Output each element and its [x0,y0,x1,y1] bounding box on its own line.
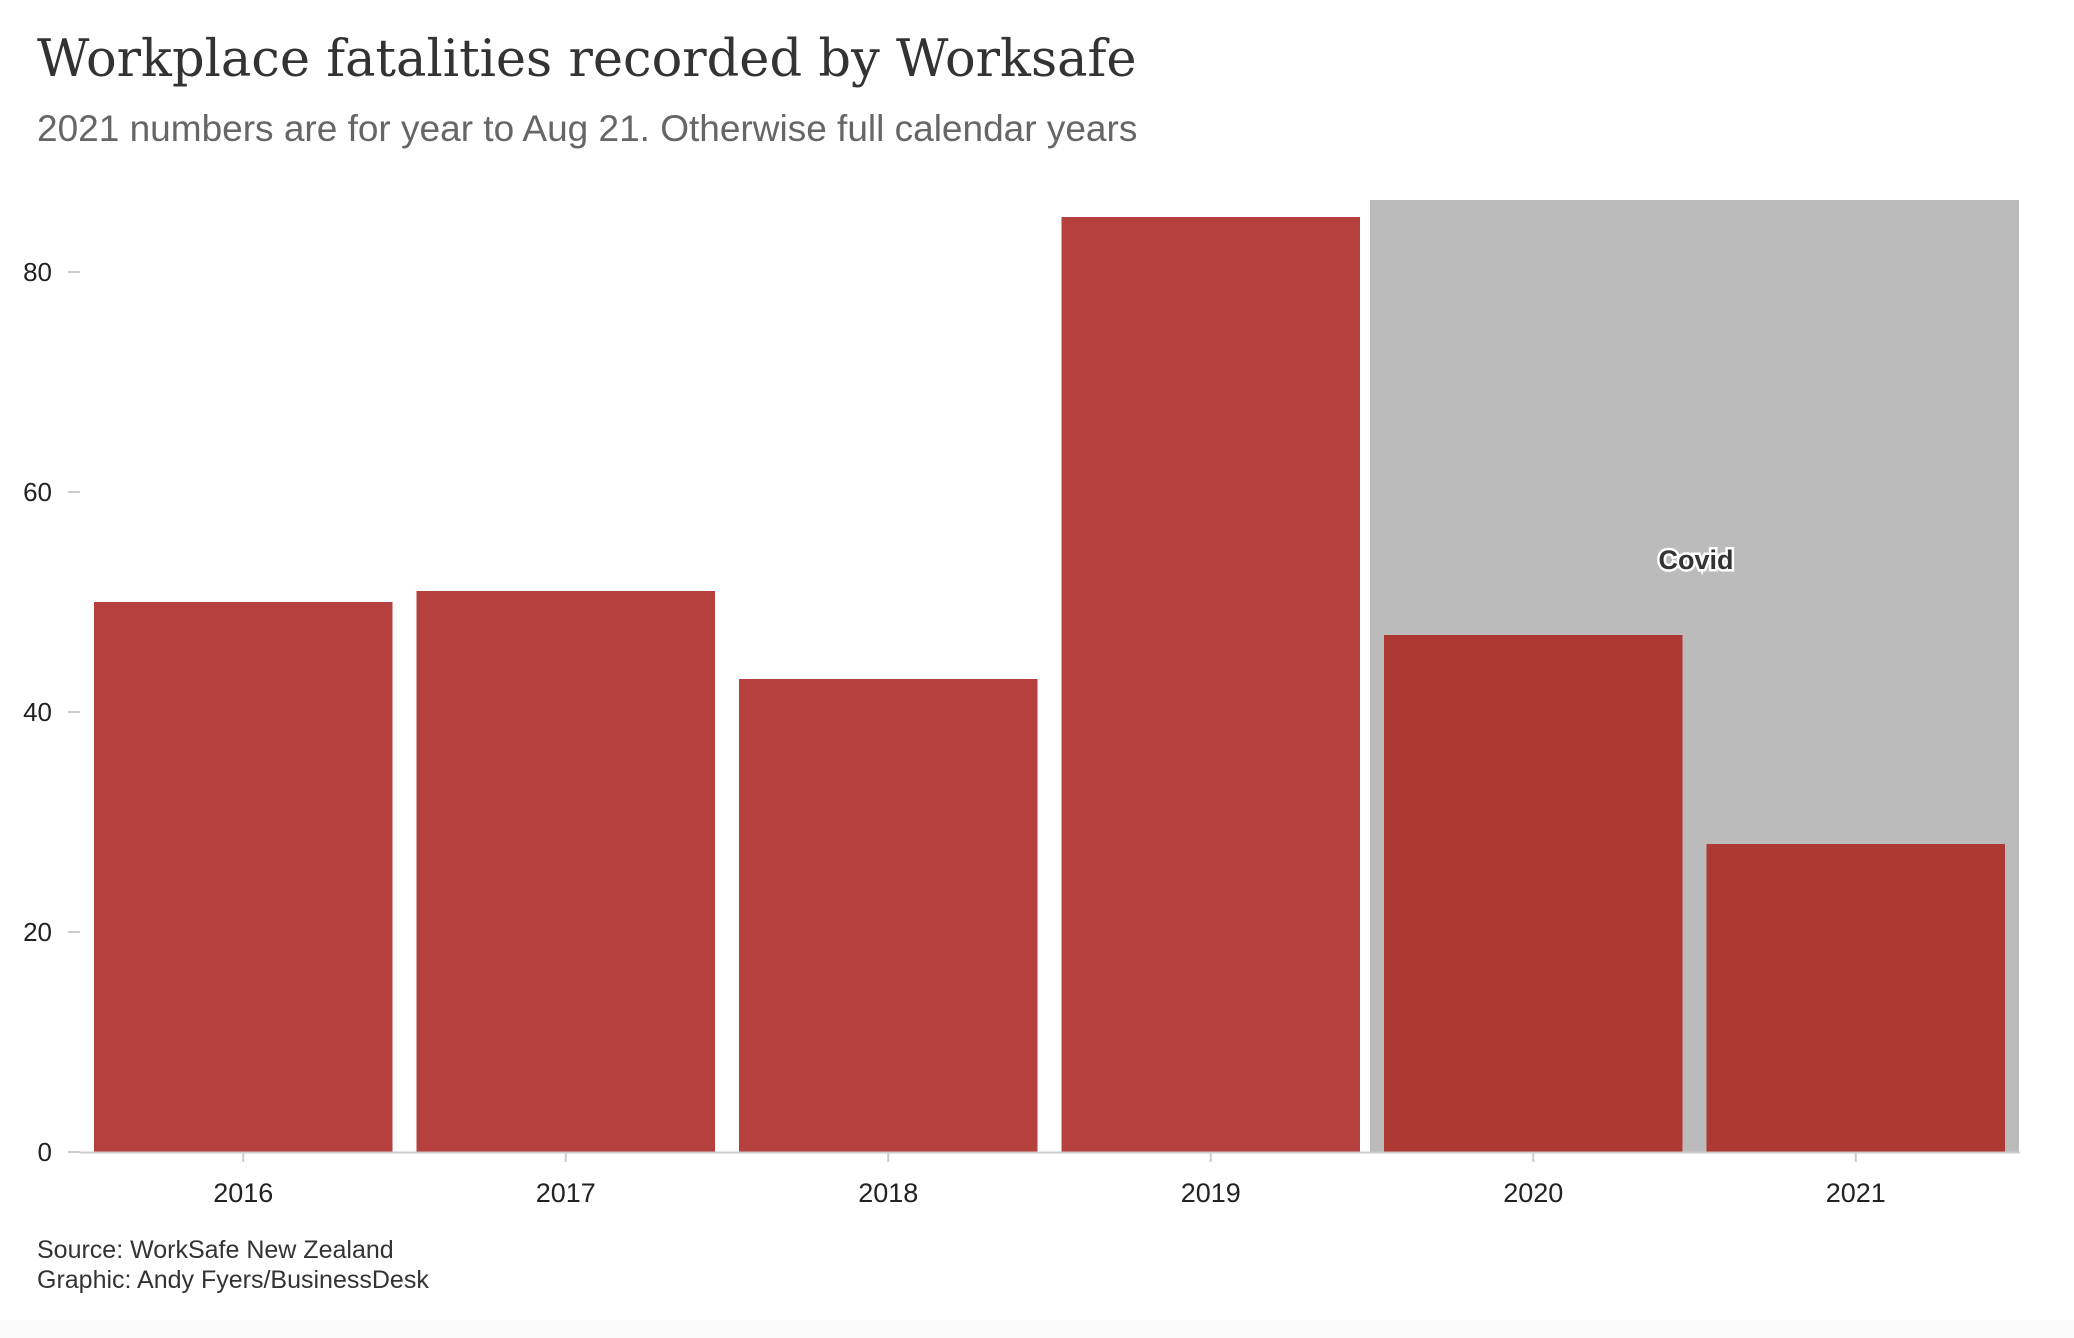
y-tick-label-40: 40 [23,697,52,727]
chart-title: Workplace fatalities recorded by Worksaf… [37,30,1137,89]
y-tick-label-60: 60 [23,477,52,507]
bar-2019 [1061,217,1360,1152]
x-tick-label-2019: 2019 [1181,1178,1241,1208]
bar-2016 [94,602,393,1152]
y-tick-label-80: 80 [23,257,52,287]
x-tick-label-2020: 2020 [1503,1178,1563,1208]
x-tick-label-2018: 2018 [858,1178,918,1208]
y-tick-label-20: 20 [23,917,52,947]
x-tick-label-2021: 2021 [1826,1178,1886,1208]
source-note: Source: WorkSafe New Zealand [37,1236,394,1264]
bar-2017 [416,591,715,1152]
bar-2020 [1384,635,1683,1152]
y-tick-label-0: 0 [38,1137,52,1167]
bottom-strip [0,1320,2074,1338]
x-tick-label-2016: 2016 [213,1178,273,1208]
covid-annotation-label: Covid [1658,545,1733,575]
bar-2018 [739,679,1038,1152]
graphic-credit: Graphic: Andy Fyers/BusinessDesk [37,1266,429,1294]
chart-subtitle: 2021 numbers are for year to Aug 21. Oth… [37,108,1138,149]
x-tick-label-2017: 2017 [536,1178,596,1208]
bar-2021 [1706,844,2005,1152]
